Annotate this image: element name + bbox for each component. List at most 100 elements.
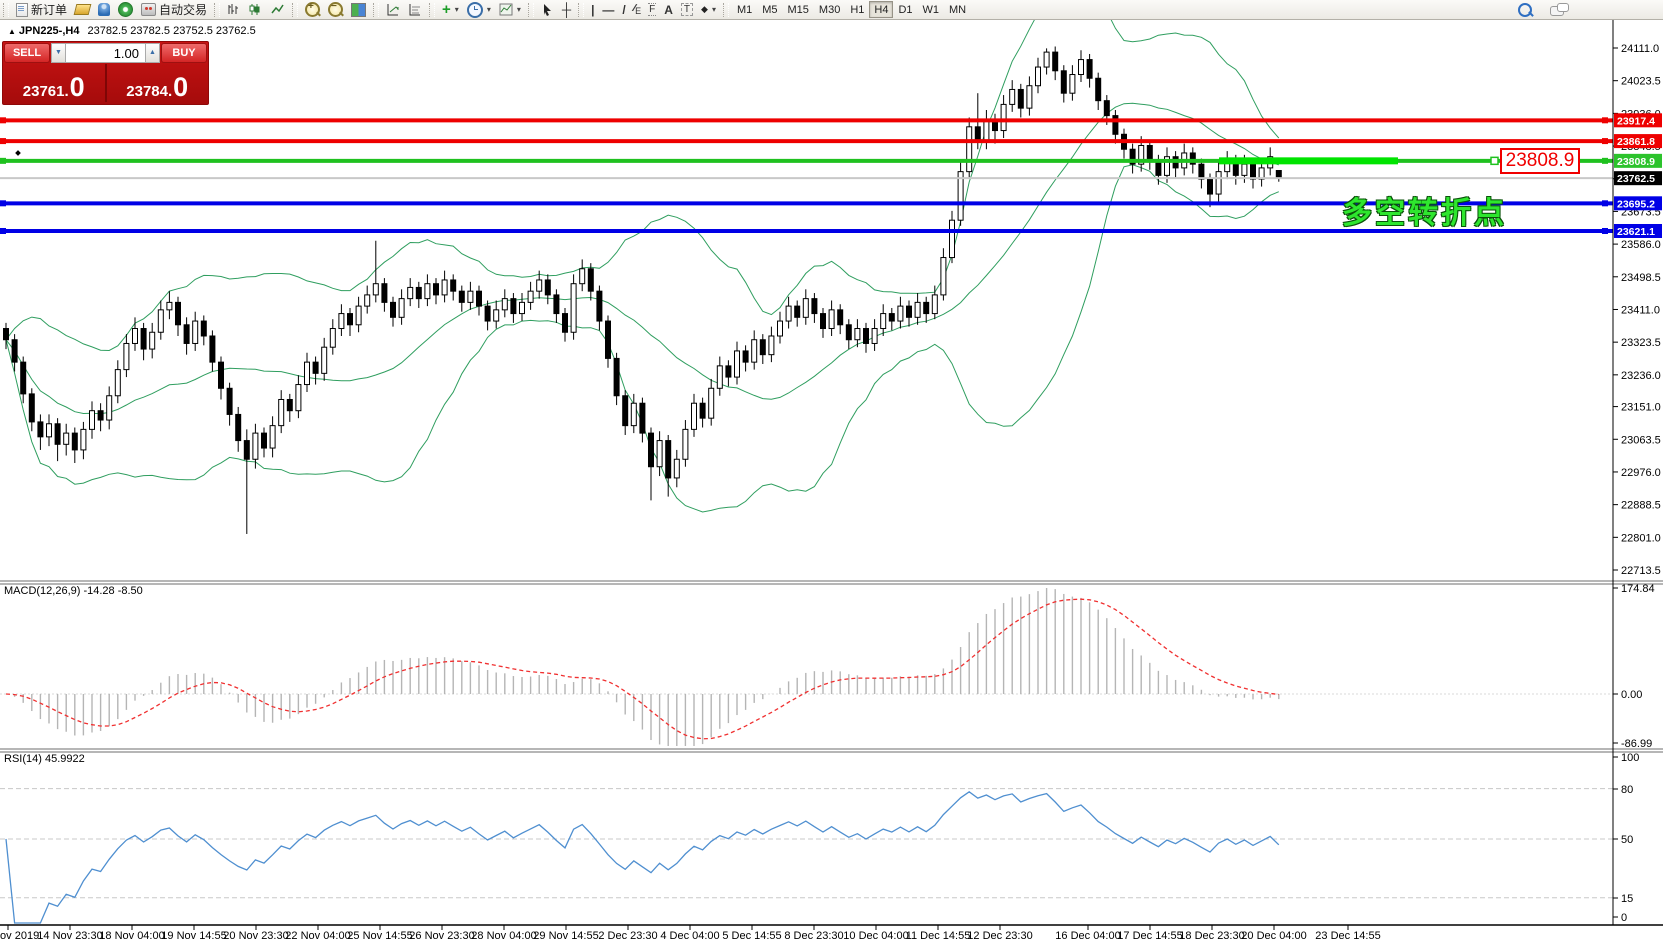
timeframe-M30[interactable]: M30 xyxy=(814,1,845,18)
timeframe-H4[interactable]: H4 xyxy=(869,1,894,18)
sell-price-dot: . xyxy=(64,83,69,100)
add-indicator-button[interactable]: + ▾ xyxy=(438,1,463,18)
vertical-line-tool-button[interactable]: | xyxy=(587,1,598,18)
time-axis-label: 16 Dec 04:00 xyxy=(1055,930,1120,942)
template-icon xyxy=(499,3,513,16)
volume-increase-button[interactable]: ▲ xyxy=(145,43,160,63)
time-axis-label: 18 Dec 23:30 xyxy=(1179,930,1244,942)
cursor-tool-button[interactable] xyxy=(537,1,558,18)
new-order-button[interactable]: 新订单 xyxy=(12,1,71,18)
crosshair-tool-button[interactable]: ┼ xyxy=(558,1,575,18)
text-tool-button[interactable]: A xyxy=(660,1,677,18)
band-handle-marker[interactable] xyxy=(1490,156,1499,166)
time-axis-label: 25 Nov 14:55 xyxy=(347,930,412,942)
signal-icon xyxy=(118,2,134,17)
zoom-in-button[interactable]: + xyxy=(301,1,324,18)
toolbar: 新订单 自动交易 + − + ▾ ▾ xyxy=(0,0,1663,20)
timeframe-MN[interactable]: MN xyxy=(944,1,971,18)
search-icon xyxy=(1518,2,1532,17)
timeframe-M1[interactable]: M1 xyxy=(732,1,757,18)
search-button[interactable] xyxy=(1514,1,1536,18)
time-axis-label: 20 Nov 23:30 xyxy=(223,930,288,942)
toolbar-grip[interactable] xyxy=(292,2,299,17)
sell-price-main: 23761 xyxy=(22,83,65,100)
chat-button[interactable] xyxy=(1546,1,1569,18)
buy-price[interactable]: 23784. 0 xyxy=(107,64,209,102)
label-tool-button[interactable]: T xyxy=(677,1,697,18)
price-badge xyxy=(1614,196,1662,211)
zoom-out-icon: − xyxy=(328,1,344,17)
timeframe-H1[interactable]: H1 xyxy=(845,1,869,18)
toolbar-grip[interactable] xyxy=(578,2,585,17)
signals-button[interactable] xyxy=(114,1,137,18)
sell-button[interactable]: SELL xyxy=(4,43,50,63)
rsi-axis: 100 80 50 15 0 xyxy=(1613,752,1639,924)
charts-button[interactable] xyxy=(71,1,94,18)
rsi-indicator-label: RSI(14) 45.9922 xyxy=(4,753,85,765)
tile-windows-button[interactable] xyxy=(347,1,370,18)
highlight-band[interactable] xyxy=(1219,157,1398,165)
toolbar-grip[interactable] xyxy=(527,2,534,17)
price-badge-label: 23695.2 xyxy=(1617,198,1655,210)
price-badge-label: 23861.8 xyxy=(1617,136,1655,148)
periods-button[interactable]: ▾ xyxy=(463,1,495,18)
price-badge xyxy=(1614,223,1662,238)
time-axis-label: 14 Nov 23:30 xyxy=(37,930,102,942)
time-axis-label: 26 Nov 23:30 xyxy=(409,930,474,942)
chevron-down-icon: ▾ xyxy=(486,5,491,14)
trendline-tool-button[interactable]: / xyxy=(618,1,629,18)
price-badge xyxy=(1614,153,1662,168)
new-order-icon xyxy=(16,2,28,17)
autotrading-button[interactable]: 自动交易 xyxy=(137,1,211,18)
horizontal-lines[interactable] xyxy=(0,117,1613,234)
trendline-icon: / xyxy=(622,2,626,17)
bar-chart-button[interactable] xyxy=(223,1,245,18)
sell-price[interactable]: 23761. 0 xyxy=(3,64,107,102)
toolbar-grip[interactable] xyxy=(3,2,9,17)
vertical-line-icon: | xyxy=(591,2,595,17)
buy-button[interactable]: BUY xyxy=(161,43,207,63)
symbol-timeframe-label: JPN225-,H4 xyxy=(18,25,80,37)
turning-point-annotation[interactable]: 多空转折点 xyxy=(1342,197,1507,230)
templates-button[interactable]: ▾ xyxy=(495,1,525,18)
horizontal-line-tool-button[interactable]: — xyxy=(598,1,618,18)
price-badge xyxy=(1614,113,1662,128)
channel-tool-button[interactable]: ∕∕E xyxy=(630,1,644,18)
price-badge-label: 23621.1 xyxy=(1617,226,1655,238)
rsi-tick-label: 0 xyxy=(1621,912,1627,924)
price-badge xyxy=(1614,171,1662,186)
price-callout-label[interactable]: 23808.9 xyxy=(1500,148,1580,174)
line-chart-button[interactable] xyxy=(267,1,289,18)
arrows-tool-button[interactable]: ◆ ▾ xyxy=(697,1,720,18)
timeframe-W1[interactable]: W1 xyxy=(918,1,945,18)
candlestick-chart-button[interactable] xyxy=(245,1,267,18)
timeframe-D1[interactable]: D1 xyxy=(893,1,917,18)
zoom-out-button[interactable]: − xyxy=(324,1,347,18)
time-axis-label: 19 Nov 14:55 xyxy=(161,930,226,942)
timeframe-M5[interactable]: M5 xyxy=(757,1,782,18)
time-axis-label: 10 Dec 04:00 xyxy=(843,930,908,942)
volume-decrease-button[interactable]: ▼ xyxy=(51,43,66,63)
new-order-label: 新订单 xyxy=(31,3,68,17)
autotrading-icon xyxy=(141,3,157,16)
price-tick-label: 23063.5 xyxy=(1621,434,1661,446)
indicator-window-button[interactable] xyxy=(382,1,404,18)
timeframe-M15[interactable]: M15 xyxy=(783,1,814,18)
volume-input[interactable] xyxy=(66,43,145,63)
toolbar-grip[interactable] xyxy=(722,2,729,17)
rsi-panel xyxy=(0,788,1613,924)
fibonacci-tool-button[interactable]: F xyxy=(644,1,660,18)
price-axis[interactable]: 24111.024023.523936.023848.523761.023673… xyxy=(1613,43,1662,577)
macd-signal-line xyxy=(5,598,1279,740)
price-tick-label: 23411.0 xyxy=(1621,304,1660,316)
indicator-list-button[interactable] xyxy=(404,1,426,18)
toolbar-grip[interactable] xyxy=(373,2,380,17)
profiles-button[interactable] xyxy=(94,1,114,18)
toolbar-grip[interactable] xyxy=(214,2,221,17)
price-tick-label: 23498.5 xyxy=(1621,272,1661,284)
timeframe-bar: M1 M5 M15 M30 H1 H4 D1 W1 MN xyxy=(732,1,971,18)
crosshair-icon: ┼ xyxy=(561,1,572,17)
toolbar-grip[interactable] xyxy=(429,2,436,17)
